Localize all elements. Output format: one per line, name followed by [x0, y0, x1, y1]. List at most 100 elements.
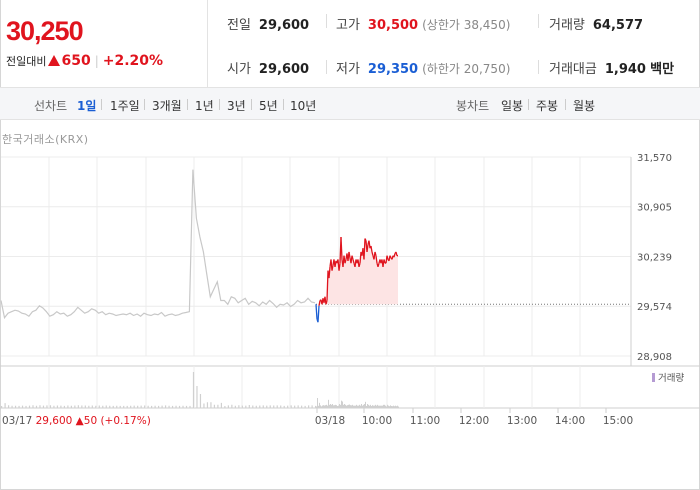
volume-bar	[123, 405, 125, 408]
volume-bar	[102, 405, 104, 408]
candle-daily[interactable]: 일봉	[501, 99, 524, 113]
volume-bar	[25, 405, 27, 408]
volume-bar	[273, 405, 275, 408]
volume-bar	[342, 401, 343, 408]
volume-bar	[63, 405, 65, 408]
series-segment-today	[370, 245, 373, 253]
volume-bar	[360, 405, 361, 408]
divider	[144, 99, 145, 110]
period-1w[interactable]: 1주일	[110, 99, 140, 113]
volume-bar	[347, 405, 348, 408]
series-segment-today	[344, 259, 347, 264]
volume-bar	[329, 404, 330, 408]
period-1y[interactable]: 1년	[195, 99, 214, 113]
x-tick-label: 12:00	[459, 415, 489, 427]
lower-limit: (하한가 20,750)	[422, 62, 511, 76]
series-segment-today	[366, 244, 369, 253]
volume-bar	[339, 404, 340, 408]
volume-bar	[343, 404, 344, 408]
volume-bar	[210, 402, 212, 408]
volume-bar	[1, 406, 3, 408]
stat-label: 전일	[227, 18, 251, 33]
volume-legend-label: 거래량	[658, 372, 684, 384]
volume-bar	[112, 405, 114, 408]
volume-bar	[206, 402, 209, 408]
volume-bar	[171, 405, 174, 408]
volume-bar	[60, 405, 62, 408]
up-triangle-icon	[48, 55, 61, 66]
volume-bar	[109, 405, 111, 408]
volume-bar	[387, 404, 388, 408]
stat-value: 29,350	[367, 62, 419, 77]
stat-label: 고가	[336, 18, 360, 33]
volume-bar	[185, 405, 188, 408]
period-3m[interactable]: 3개월	[152, 99, 182, 113]
volume-bar	[4, 403, 6, 408]
stat-volume: 거래량 64,577	[549, 14, 643, 33]
volume-bar	[318, 405, 319, 408]
volume-bar	[327, 405, 328, 408]
volume-bar	[398, 406, 399, 408]
period-1d[interactable]: 1일	[77, 99, 97, 113]
volume-bar	[175, 405, 177, 408]
volume-bar	[371, 406, 372, 408]
x-tick-label: 14:00	[555, 415, 585, 427]
series-segment-today	[352, 259, 355, 264]
period-3y[interactable]: 3년	[227, 99, 246, 113]
series-segment-today	[364, 238, 367, 241]
volume-bar	[70, 405, 72, 408]
volume-bar	[391, 406, 392, 408]
volume-bar	[130, 405, 132, 408]
x-tick-label: 03/18	[315, 415, 345, 427]
volume-bar	[147, 405, 149, 408]
volume-bar	[326, 404, 327, 408]
volume-bar	[392, 406, 393, 408]
period-5y[interactable]: 5년	[259, 99, 278, 113]
volume-bar	[386, 406, 387, 408]
volume-bar	[11, 405, 13, 408]
volume-bar	[362, 405, 363, 408]
volume-bar	[332, 404, 333, 408]
series-area-today	[316, 237, 398, 305]
volume-bar	[182, 405, 184, 408]
volume-bar	[351, 405, 352, 408]
period-10y[interactable]: 10년	[290, 99, 317, 113]
x-tick-label: 13:00	[507, 415, 537, 427]
volume-bar	[322, 405, 323, 408]
volume-bar	[192, 372, 195, 408]
volume-bar	[255, 405, 257, 408]
y-tick-label: 30,239	[637, 253, 672, 264]
volume-bar	[231, 404, 233, 408]
x-tick-label: 10:00	[362, 415, 392, 427]
volume-bar	[349, 404, 350, 408]
volume-bar	[350, 405, 351, 408]
volume-bar	[137, 405, 139, 408]
volume-bar	[308, 405, 310, 408]
volume-bar	[133, 405, 135, 408]
volume-bar	[374, 405, 375, 408]
volume-bar	[42, 405, 45, 408]
volume-bar	[356, 404, 357, 408]
volume-bar	[311, 405, 313, 408]
series-segment-today	[363, 238, 366, 260]
series-segment-today	[325, 300, 328, 305]
volume-bar	[81, 405, 83, 408]
series-segment-today	[371, 251, 374, 256]
candle-weekly[interactable]: 주봉	[536, 99, 559, 113]
candle-monthly[interactable]: 월봉	[573, 99, 596, 113]
chart-toolbar: 선차트 1일 1주일 3개월 1년 3년 5년 10년 봉차트 일봉 주봉 월봉	[0, 88, 700, 120]
volume-bar	[370, 404, 371, 408]
volume-bar	[315, 405, 317, 408]
volume-bar	[14, 405, 17, 408]
volume-bar	[151, 405, 153, 408]
stat-label: 저가	[336, 62, 360, 77]
volume-bar	[389, 406, 390, 408]
volume-bar	[35, 405, 38, 408]
volume-bar	[168, 405, 170, 408]
x-tick-label: 11:00	[410, 415, 440, 427]
volume-bar	[363, 404, 364, 408]
volume-bar	[21, 405, 24, 408]
upper-limit: (상한가 38,450)	[422, 18, 511, 32]
divider	[528, 99, 529, 110]
